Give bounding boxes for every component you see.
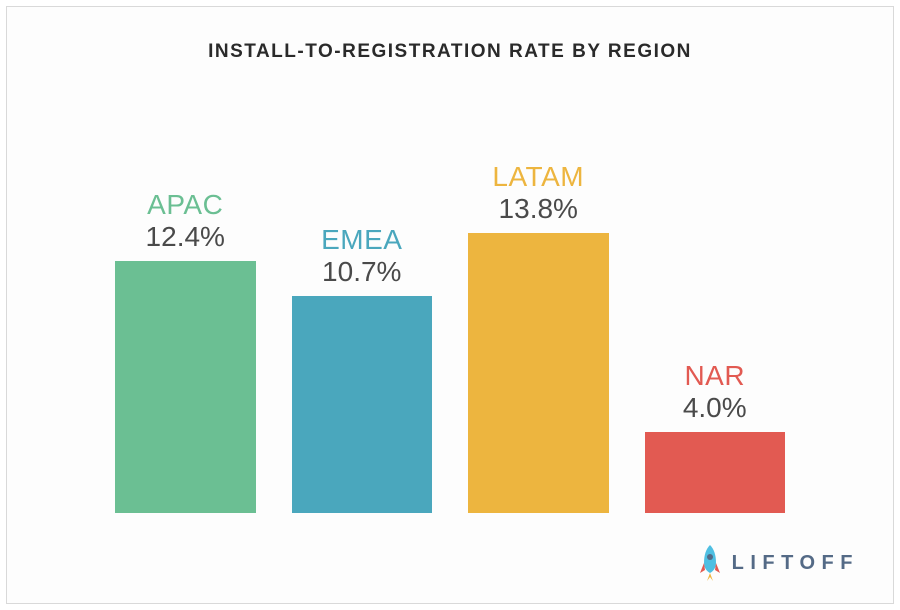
bar-value: 4.0%	[683, 392, 747, 424]
bar-label: APAC	[147, 190, 223, 221]
bar	[292, 296, 433, 513]
rocket-icon	[698, 545, 722, 581]
bar-value: 13.8%	[499, 193, 578, 225]
bar	[115, 261, 256, 513]
bar-label: EMEA	[321, 225, 402, 256]
bar	[468, 233, 609, 513]
bar-chart: APAC12.4%EMEA10.7%LATAM13.8%NAR4.0%	[97, 127, 803, 513]
chart-frame: INSTALL-TO-REGISTRATION RATE BY REGION A…	[6, 6, 894, 604]
bar-group: LATAM13.8%	[468, 127, 609, 513]
bar-group: EMEA10.7%	[292, 127, 433, 513]
bar-label: LATAM	[492, 162, 584, 193]
brand-logo: LIFTOFF	[698, 545, 859, 581]
bar-group: NAR4.0%	[645, 127, 786, 513]
brand-name: LIFTOFF	[732, 552, 859, 575]
bar-label: NAR	[684, 361, 745, 392]
bar	[645, 432, 786, 513]
chart-title: INSTALL-TO-REGISTRATION RATE BY REGION	[7, 41, 893, 63]
bar-group: APAC12.4%	[115, 127, 256, 513]
bar-value: 12.4%	[146, 221, 225, 253]
bar-value: 10.7%	[322, 256, 401, 288]
